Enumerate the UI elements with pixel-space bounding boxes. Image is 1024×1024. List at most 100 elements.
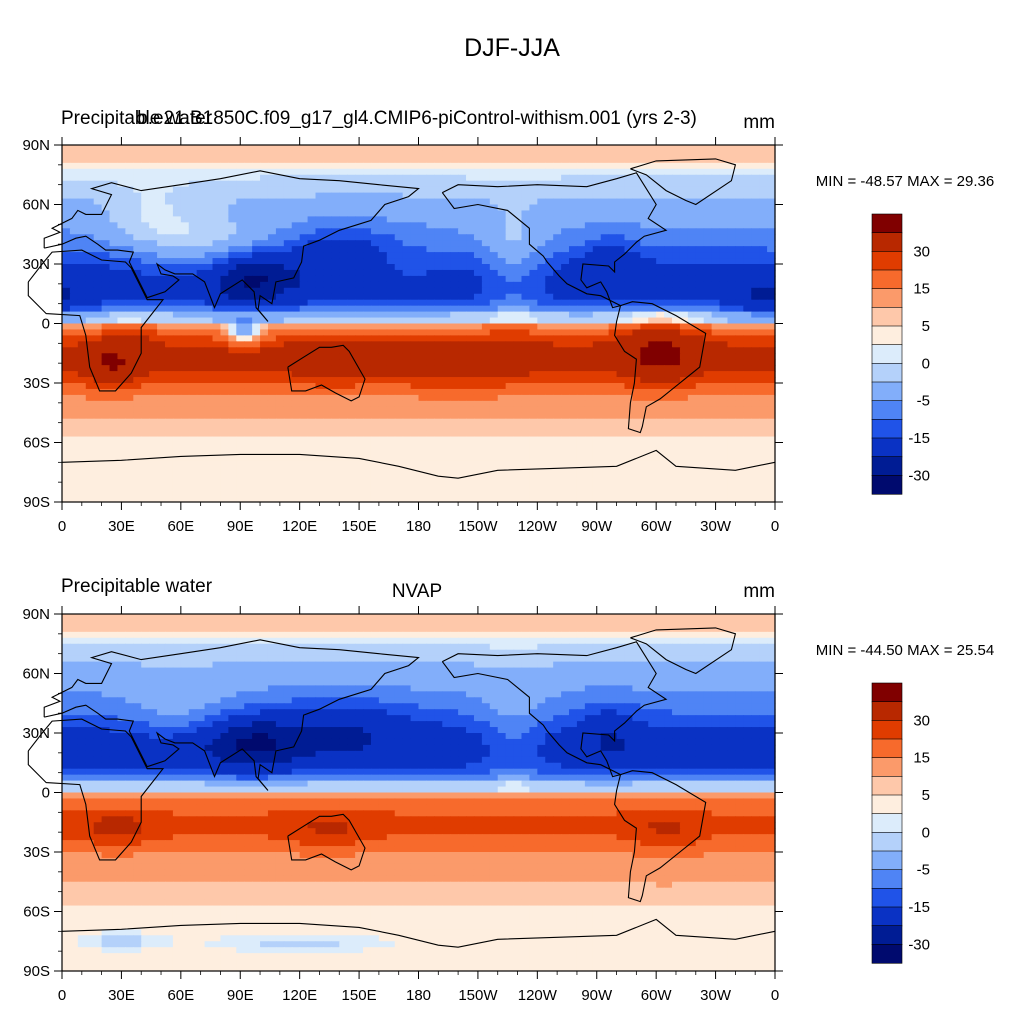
field-cell — [69, 156, 79, 164]
field-cell — [402, 454, 412, 461]
field-cell — [69, 448, 79, 455]
field-cell — [418, 168, 428, 176]
field-cell — [355, 341, 364, 348]
field-cell — [275, 216, 285, 223]
field-cell — [529, 240, 538, 247]
field-cell — [735, 216, 744, 223]
field-cell — [172, 412, 182, 420]
field-cell — [418, 186, 428, 194]
field-cell — [252, 293, 261, 301]
field-cell — [759, 341, 768, 348]
field-cell — [355, 240, 364, 247]
field-cell — [521, 359, 531, 366]
field-cell — [347, 466, 356, 473]
field-cell — [402, 383, 412, 390]
field-cell — [505, 228, 515, 235]
field-cell — [109, 180, 119, 188]
field-cell — [735, 258, 744, 265]
field-cell — [85, 454, 95, 461]
field-cell — [751, 293, 760, 301]
field-cell — [711, 412, 721, 420]
field-cell — [648, 323, 657, 331]
field-cell — [695, 222, 705, 229]
field-cell — [133, 216, 142, 223]
field-cell — [323, 162, 332, 170]
field-cell — [180, 394, 190, 402]
field-cell — [69, 216, 79, 223]
field-cell — [450, 311, 459, 319]
field-cell — [93, 472, 103, 479]
field-cell — [719, 323, 729, 331]
field-cell — [386, 168, 396, 176]
field-cell — [101, 258, 111, 265]
field-cell — [323, 388, 332, 396]
field-cell — [69, 412, 79, 420]
field-cell — [347, 192, 356, 200]
field-cell — [117, 424, 126, 432]
field-cell — [537, 353, 546, 360]
field-cell — [743, 258, 752, 265]
field-cell — [656, 400, 665, 408]
field-cell — [299, 216, 309, 223]
field-cell — [719, 412, 729, 420]
field-cell — [339, 323, 348, 331]
field-cell — [180, 150, 190, 158]
field-cell — [355, 168, 364, 176]
field-cell — [687, 448, 697, 455]
field-cell — [394, 371, 404, 378]
field-cell — [331, 377, 340, 384]
field-cell — [521, 234, 531, 241]
field-cell — [735, 454, 744, 461]
field-cell — [489, 394, 499, 402]
field-cell — [386, 394, 396, 402]
field-cell — [339, 442, 348, 450]
field-cell — [149, 186, 158, 194]
field-cell — [283, 472, 293, 479]
field-cell — [640, 323, 649, 331]
field-cell — [481, 371, 491, 378]
field-cell — [101, 472, 111, 479]
field-cell — [513, 180, 523, 188]
field-cell — [125, 412, 134, 420]
field-cell — [410, 216, 420, 223]
field-cell — [331, 210, 340, 217]
field-cell — [450, 198, 459, 206]
field-cell — [434, 258, 443, 265]
field-cell — [244, 377, 253, 384]
field-cell — [743, 180, 752, 188]
field-cell — [275, 466, 285, 473]
field-cell — [85, 269, 95, 277]
field-cell — [410, 180, 420, 188]
field-cell — [466, 383, 475, 390]
field-cell — [608, 252, 618, 259]
field-cell — [648, 383, 657, 390]
field-cell — [418, 150, 428, 158]
field-cell — [378, 210, 388, 217]
field-cell — [109, 299, 119, 307]
field-cell — [624, 430, 633, 438]
field-cell — [505, 174, 515, 182]
field-cell — [180, 264, 190, 271]
field-cell — [347, 162, 356, 170]
field-cell — [529, 228, 538, 235]
field-cell — [291, 240, 301, 247]
field-cell — [569, 323, 578, 331]
field-cell — [759, 448, 768, 455]
field-cell — [323, 204, 332, 212]
field-cell — [204, 460, 214, 467]
field-cell — [719, 145, 729, 152]
field-cell — [576, 228, 586, 235]
field-cell — [355, 186, 364, 194]
field-cell — [394, 311, 404, 319]
field-cell — [561, 293, 570, 301]
field-cell — [339, 466, 348, 473]
field-cell — [347, 406, 356, 414]
field-cell — [656, 442, 665, 450]
field-cell — [363, 240, 372, 247]
field-cell — [180, 472, 190, 479]
field-cell — [727, 454, 736, 461]
field-cell — [220, 317, 229, 325]
field-cell — [196, 210, 206, 217]
field-cell — [410, 442, 420, 450]
field-cell — [719, 359, 729, 366]
